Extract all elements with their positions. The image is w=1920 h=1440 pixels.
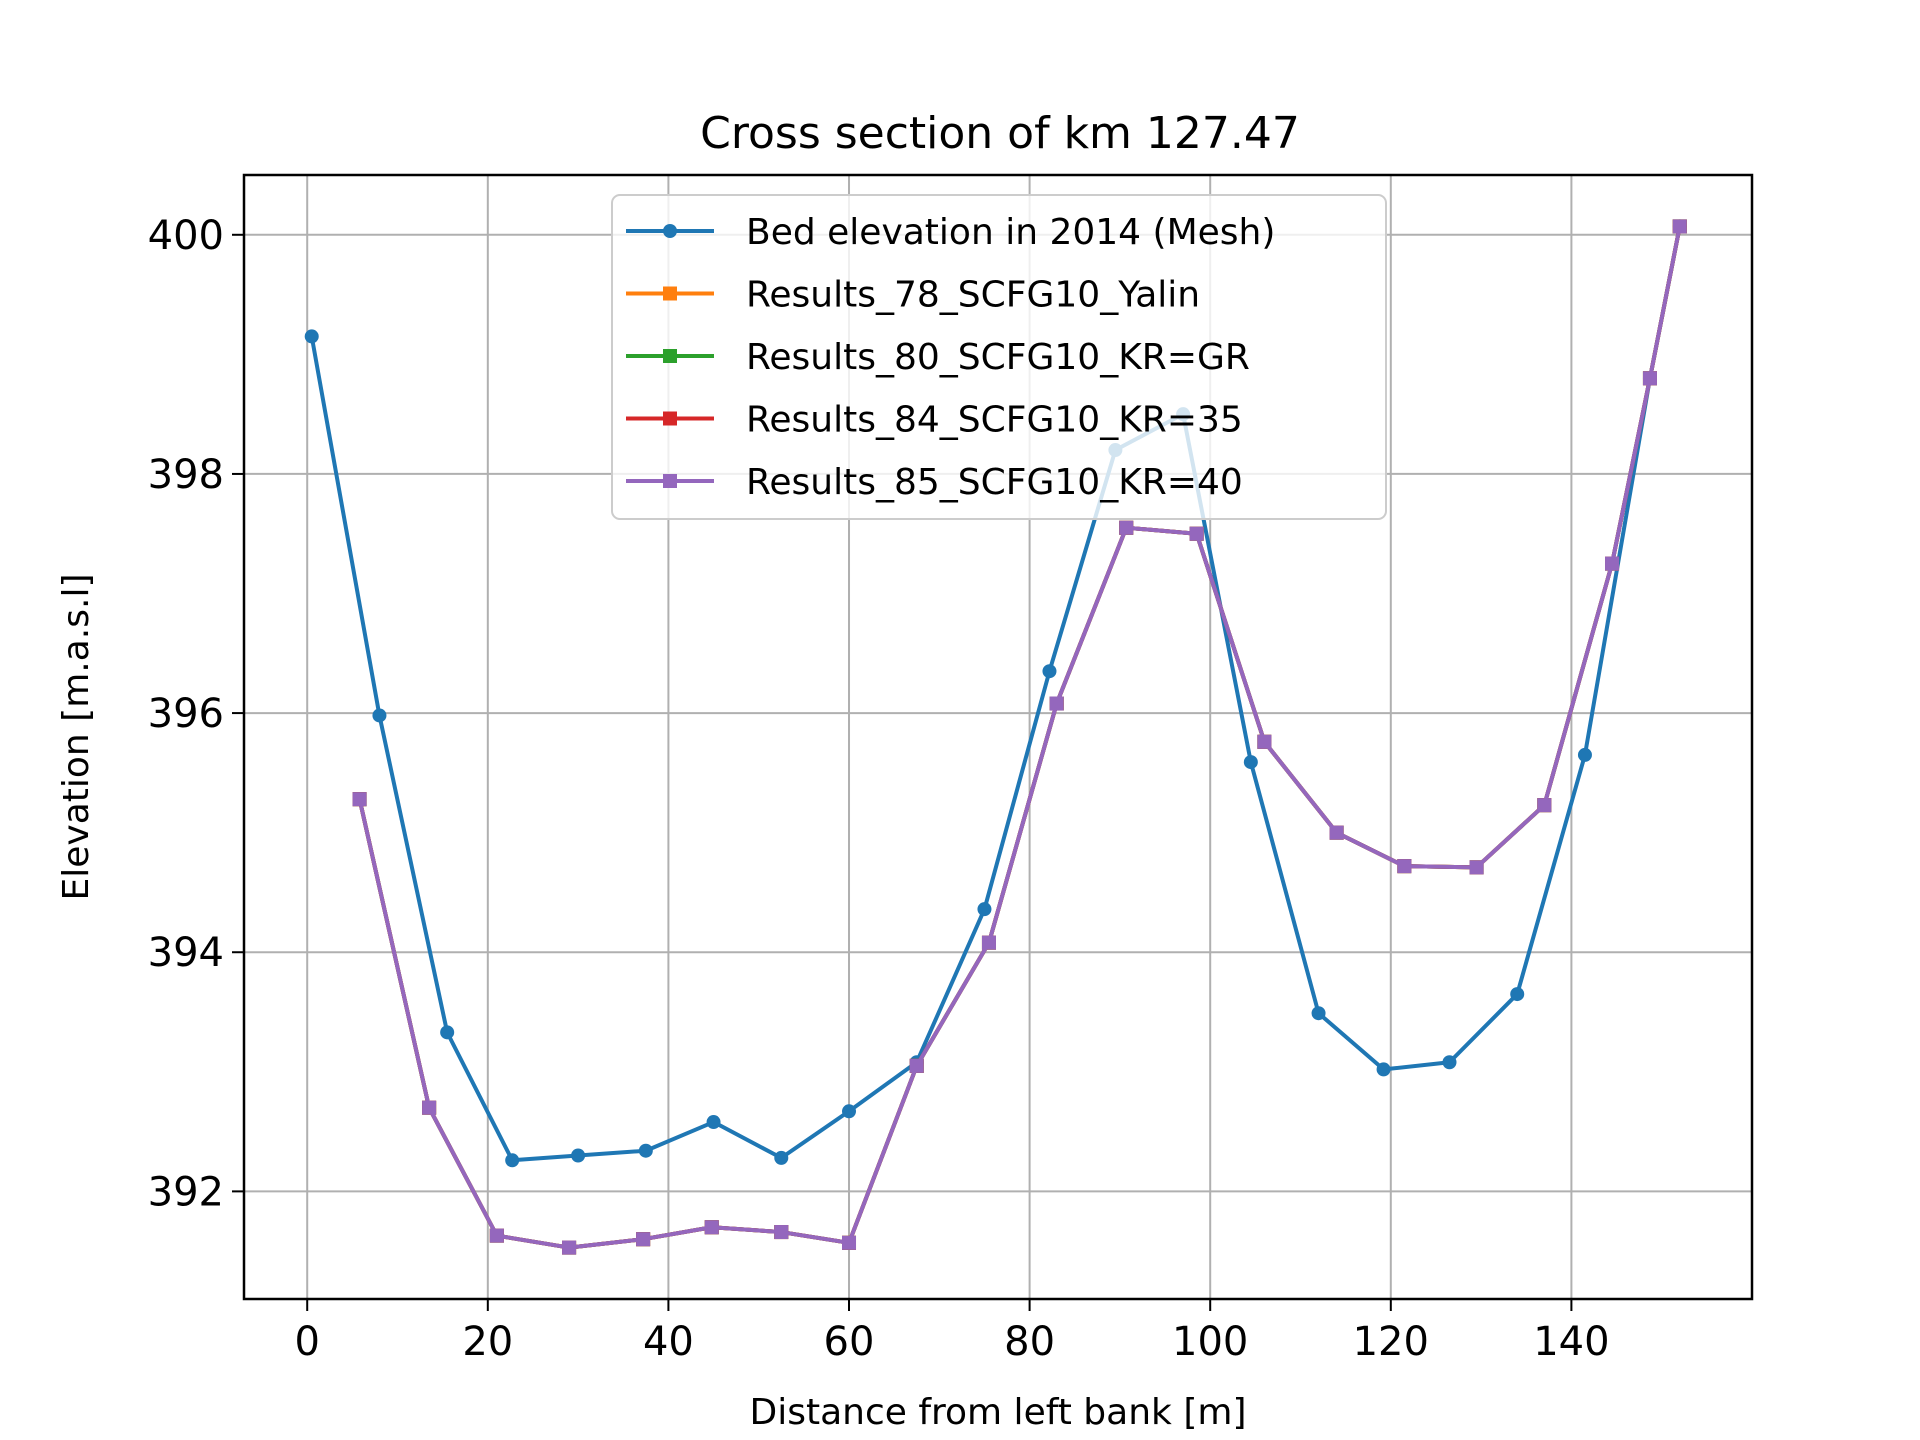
x-axis: 0 20 40 60 80 100 120 140 xyxy=(294,1299,1610,1365)
data-point xyxy=(704,1220,719,1235)
x-tick-label: 80 xyxy=(1004,1319,1055,1365)
series-line xyxy=(309,226,1682,1163)
x-tick-label: 140 xyxy=(1533,1319,1609,1365)
legend-box xyxy=(611,194,1387,520)
legend-item: Results_78_SCFG10_Yalin xyxy=(626,275,1200,316)
data-point xyxy=(571,1148,586,1163)
data-point xyxy=(1311,1006,1326,1021)
legend: Bed elevation in 2014 (Mesh) Results_78_S… xyxy=(611,194,1387,520)
y-axis-label: Elevation [m.a.s.l] xyxy=(56,574,97,901)
legend-swatch-marker xyxy=(663,286,677,301)
data-point xyxy=(1042,664,1057,679)
legend-label: Results_78_SCFG10_Yalin xyxy=(746,275,1200,316)
legend-swatch-marker xyxy=(663,474,677,488)
x-tick-label: 0 xyxy=(294,1319,319,1365)
legend-swatch-marker xyxy=(663,349,677,363)
x-tick-label: 100 xyxy=(1172,1319,1248,1365)
data-point xyxy=(1376,1062,1391,1077)
legend-label: Results_80_SCFG10_KR=GR xyxy=(746,337,1250,378)
data-point xyxy=(1119,520,1134,535)
data-point xyxy=(1537,798,1552,813)
data-point xyxy=(706,1115,721,1130)
legend-item: Results_85_SCFG10_KR=40 xyxy=(626,462,1243,503)
legend-label: Results_84_SCFG10_KR=35 xyxy=(746,400,1243,441)
data-point xyxy=(440,1025,455,1040)
data-point xyxy=(1510,987,1525,1002)
data-point xyxy=(842,1104,857,1119)
data-point xyxy=(1442,1055,1457,1070)
data-point xyxy=(842,1235,857,1250)
data-point xyxy=(981,935,996,950)
data-point xyxy=(304,329,319,344)
y-axis: 392 394 396 398 400 xyxy=(148,213,244,1215)
data-point xyxy=(372,708,387,723)
data-point xyxy=(352,792,367,807)
series-layer xyxy=(304,219,1687,1255)
y-tick-label: 400 xyxy=(148,213,224,259)
legend-item: Results_80_SCFG10_KR=GR xyxy=(626,337,1250,378)
legend-swatch-marker xyxy=(663,411,677,426)
x-tick-label: 40 xyxy=(643,1319,694,1365)
y-tick-label: 398 xyxy=(148,452,224,498)
data-point xyxy=(774,1225,789,1240)
legend-swatch-marker xyxy=(663,224,677,238)
y-tick-label: 396 xyxy=(148,691,224,737)
data-point xyxy=(1577,747,1592,762)
y-tick-label: 392 xyxy=(148,1169,224,1215)
data-point xyxy=(909,1058,924,1073)
data-point xyxy=(1049,696,1064,711)
data-point xyxy=(1243,755,1258,770)
data-point xyxy=(1397,859,1412,874)
data-point xyxy=(1605,556,1620,571)
y-tick-label: 394 xyxy=(148,930,224,976)
data-point xyxy=(1469,860,1484,875)
data-point xyxy=(1329,825,1344,840)
data-point xyxy=(1642,371,1657,386)
data-point xyxy=(489,1228,504,1243)
data-point xyxy=(977,902,992,917)
data-point xyxy=(636,1232,651,1247)
legend-item: Bed elevation in 2014 (Mesh) xyxy=(626,212,1275,253)
legend-item: Results_84_SCFG10_KR=35 xyxy=(626,400,1243,441)
data-point xyxy=(562,1240,577,1255)
legend-label: Bed elevation in 2014 (Mesh) xyxy=(746,212,1275,253)
series-5 xyxy=(352,219,1687,1255)
data-point xyxy=(505,1153,520,1168)
legend-label: Results_85_SCFG10_KR=40 xyxy=(746,462,1243,503)
data-point xyxy=(638,1143,653,1158)
data-point xyxy=(1672,219,1687,234)
data-point xyxy=(1257,734,1272,749)
x-tick-label: 60 xyxy=(824,1319,875,1365)
x-tick-label: 120 xyxy=(1353,1319,1429,1365)
data-point xyxy=(422,1100,437,1115)
chart-title: Cross section of km 127.47 xyxy=(700,108,1300,159)
data-point xyxy=(774,1150,789,1165)
plot-frame xyxy=(242,173,1754,1301)
x-tick-label: 20 xyxy=(462,1319,513,1365)
data-point xyxy=(1189,526,1204,541)
x-axis-label: Distance from left bank [m] xyxy=(749,1392,1246,1433)
